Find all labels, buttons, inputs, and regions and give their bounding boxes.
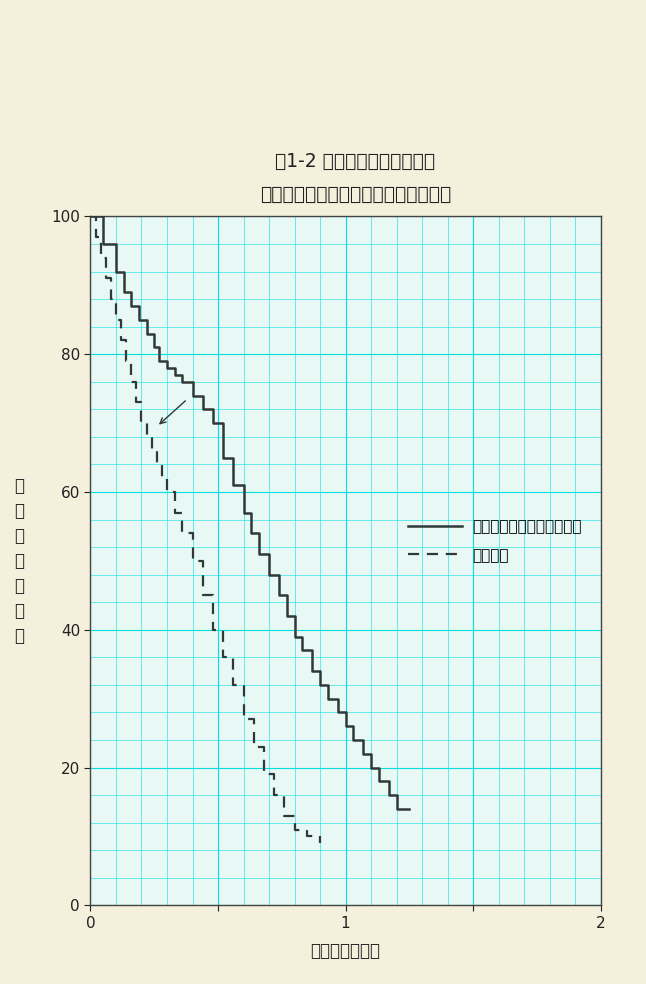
X-axis label: 生存期間（年）: 生存期間（年）	[311, 942, 380, 959]
Line: 無治療群: 無治療群	[90, 216, 320, 843]
Legend: ビンデシン＋シスプラチン, 無治療群: ビンデシン＋シスプラチン, 無治療群	[402, 514, 588, 570]
Text: 全
生
存
率
（
％
）: 全 生 存 率 （ ％ ）	[14, 477, 25, 645]
Line: ビンデシン＋シスプラチン: ビンデシン＋シスプラチン	[90, 216, 410, 809]
Text: 抗がん剤治療と無治療の比較試験結果: 抗がん剤治療と無治療の比較試験結果	[260, 185, 451, 204]
無治療群	[171, 507, 178, 519]
無治療群	[317, 837, 324, 849]
無治療群	[87, 211, 94, 222]
ビンデシン＋シスプラチン	[247, 527, 255, 539]
無治療群	[117, 335, 125, 346]
無治療群	[143, 417, 151, 429]
ビンデシン＋シスプラチン	[375, 762, 382, 773]
ビンデシン＋シスプラチン	[360, 748, 368, 760]
ビンデシン＋シスプラチン	[156, 355, 163, 367]
ビンデシン＋シスプラチン	[393, 803, 401, 815]
ビンデシン＋シスプラチン	[87, 211, 94, 222]
無治療群	[270, 789, 278, 801]
無治療群	[189, 555, 196, 567]
ビンデシン＋シスプラチン	[349, 734, 357, 746]
ビンデシン＋シスプラチン	[406, 803, 413, 815]
ビンデシン＋シスプラチン	[189, 390, 196, 401]
無治療群	[122, 355, 130, 367]
Text: 図1-2 進行期肺がんにおける: 図1-2 進行期肺がんにおける	[275, 153, 435, 171]
